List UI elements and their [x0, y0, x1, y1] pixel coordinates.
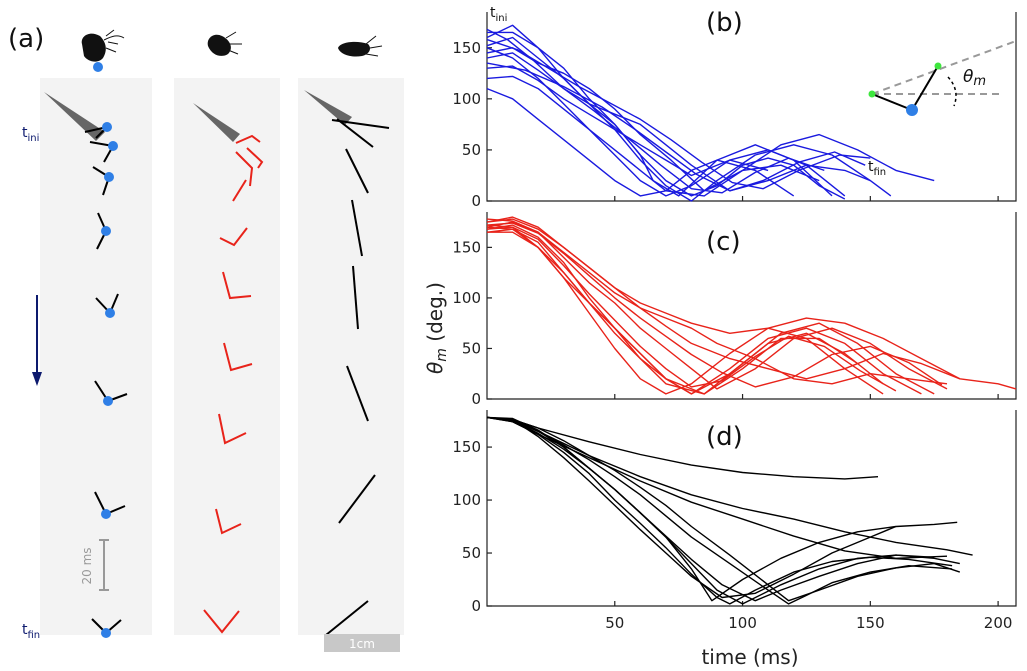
panel-c-label: (c): [706, 227, 741, 257]
y-tick-label: 150: [452, 39, 481, 57]
series-line: [486, 224, 884, 395]
y-axis-title: θm (deg.): [423, 282, 450, 374]
length-scale-label: 1cm: [349, 637, 375, 651]
plot-b: 0 50 100 150: [452, 12, 1017, 210]
y-tick-label: 0: [471, 192, 481, 210]
blue-leg-sequence: [84, 122, 128, 638]
time-scale-bar: 20 ms: [80, 539, 109, 591]
length-scale-bar: [324, 634, 400, 652]
panel-d-label: (d): [706, 422, 743, 452]
y-tick-label: 50: [462, 544, 481, 562]
red-leg-sequence: [203, 134, 264, 634]
axis-frame: [486, 410, 1017, 607]
y-tick-label: 100: [452, 491, 481, 509]
plot-d: 0 50 100 150 50 100 150 200: [452, 410, 1017, 632]
insect-icon-blue: [81, 29, 125, 72]
plot-t-ini-label: tini: [490, 5, 507, 24]
y-tick-label: 0: [471, 597, 481, 615]
series-line: [486, 28, 825, 194]
series-line: [486, 87, 795, 197]
panel-b-label: (b): [706, 8, 743, 38]
y-tick-label: 150: [452, 438, 481, 456]
y-tick-label: 100: [452, 289, 481, 307]
axis-frame: [486, 212, 1017, 400]
insect-icon-black: [338, 35, 383, 57]
axis-frame: [486, 12, 1017, 202]
series-line: [486, 416, 961, 602]
series-line: [486, 38, 871, 190]
series-line: [486, 62, 866, 192]
theta-m-label: θm: [963, 67, 986, 89]
series-line: [486, 416, 953, 605]
strip-black: [298, 78, 404, 635]
series-line: [486, 226, 897, 392]
series-line: [486, 221, 948, 390]
plot-c: 0 50 100 150: [452, 212, 1017, 408]
t-fin-label: tfin: [22, 622, 40, 641]
series-line: [486, 216, 1017, 390]
stimulus-cone-icon: [193, 103, 240, 142]
stimulus-cone-icon: [44, 92, 105, 141]
y-tick-label: 50: [462, 339, 481, 357]
series-line: [486, 416, 879, 480]
stimulus-cone-icon: [304, 90, 352, 125]
y-tick-label: 50: [462, 141, 481, 159]
strip-blue: [40, 78, 152, 635]
series-line: [486, 75, 820, 197]
y-tick-label: 0: [471, 390, 481, 408]
time-scale-label: 20 ms: [80, 547, 94, 584]
series-line: [486, 52, 871, 192]
x-axis-title: time (ms): [701, 645, 798, 669]
y-tick-label: 100: [452, 90, 481, 108]
series-line: [486, 222, 943, 388]
plot-t-fin-label: tfin: [868, 159, 886, 178]
series-line: [486, 218, 948, 385]
series-line: [486, 224, 935, 395]
series-line: [487, 231, 858, 395]
angle-inset-diagram: θm: [868, 40, 1017, 116]
series-line: [486, 24, 833, 197]
x-tick-label: 50: [605, 614, 624, 632]
t-ini-label: tini: [22, 125, 39, 144]
x-tick-label: 100: [728, 614, 757, 632]
series-line: [487, 31, 846, 200]
insect-icon-red: [207, 31, 242, 56]
series-line: [486, 36, 892, 202]
x-tick-label: 200: [984, 614, 1013, 632]
x-tick-label: 150: [856, 614, 885, 632]
series-line: [486, 65, 846, 197]
series-line: [486, 416, 897, 599]
black-leg-sequence: [325, 118, 390, 636]
panel-a-label: (a): [8, 24, 44, 54]
series-line: [486, 416, 953, 605]
series-line: [486, 416, 958, 602]
series-line: [486, 218, 961, 380]
plots: 0 50 100 150 0 50 100 150 0 50 100 150 50 100 150 200: [452, 12, 1017, 632]
time-arrow-icon: [32, 295, 42, 386]
y-tick-label: 150: [452, 238, 481, 256]
series-line: [486, 416, 935, 602]
